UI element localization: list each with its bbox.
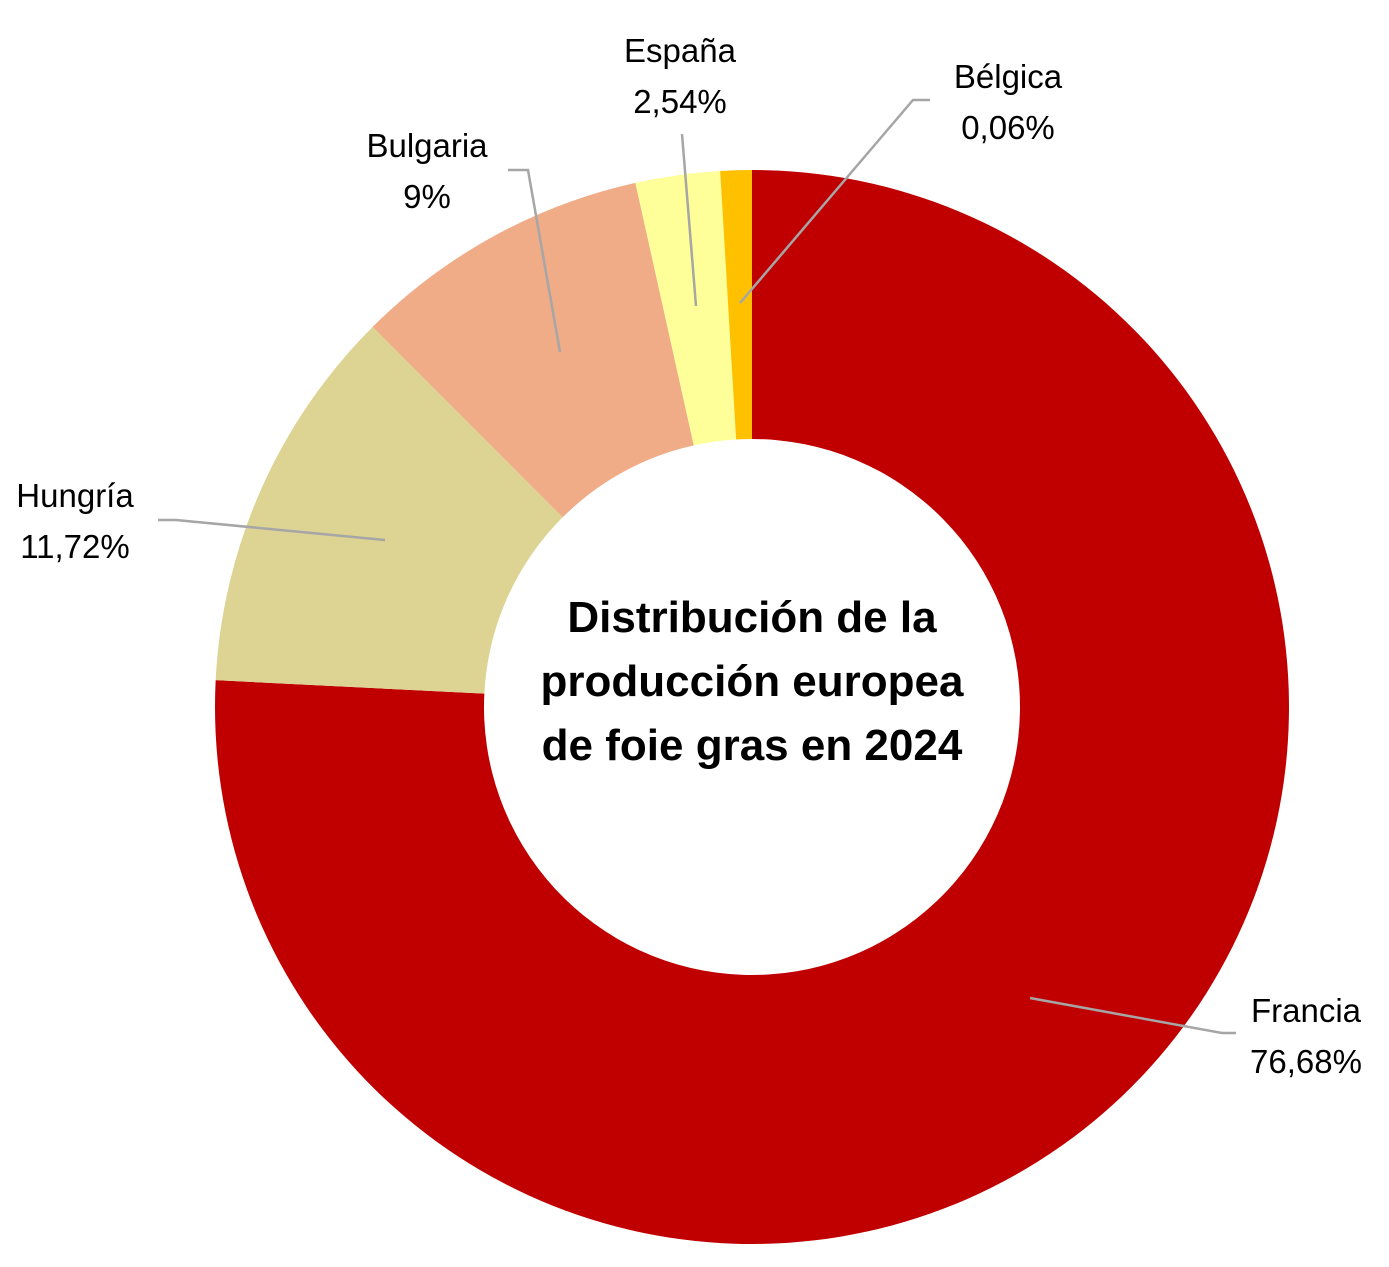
- label-name-espana: España: [624, 32, 737, 69]
- label-name-bulgaria: Bulgaria: [366, 127, 488, 164]
- label-value-espana: 2,54%: [633, 83, 727, 120]
- slice-francia: [215, 170, 1289, 1245]
- leader-line-hungria: [158, 518, 386, 542]
- label-name-francia: Francia: [1251, 992, 1362, 1029]
- label-name-belgica: Bélgica: [954, 58, 1063, 95]
- leader-line-belgica: [739, 98, 930, 304]
- leader-line-espana: [680, 133, 698, 307]
- chart-title-line-3: de foie gras en 2024: [541, 721, 963, 770]
- slice-bulgaria: [372, 182, 694, 518]
- label-value-francia: 76,68%: [1250, 1043, 1362, 1080]
- leader-line-bulgaria: [508, 168, 562, 353]
- label-value-belgica: 0,06%: [961, 109, 1055, 146]
- slice-belgica: [720, 170, 752, 440]
- label-name-hungria: Hungría: [16, 477, 134, 514]
- chart-title: Distribución de la producción europea de…: [470, 586, 1034, 778]
- label-value-bulgaria: 9%: [403, 178, 451, 215]
- donut-slices: [215, 170, 1289, 1245]
- label-value-hungria: 11,72%: [20, 528, 129, 565]
- chart-title-line-1: Distribución de la: [567, 593, 937, 642]
- leader-line-francia: [1029, 996, 1236, 1035]
- slice-espana: [635, 170, 737, 446]
- data-labels: Francia 76,68% Hungría 11,72% Bulgaria 9% Espa…: [16, 32, 1362, 1080]
- leader-lines: [158, 98, 1236, 1035]
- chart-title-line-2: producción europea: [540, 657, 964, 706]
- slice-hungria: [215, 326, 563, 694]
